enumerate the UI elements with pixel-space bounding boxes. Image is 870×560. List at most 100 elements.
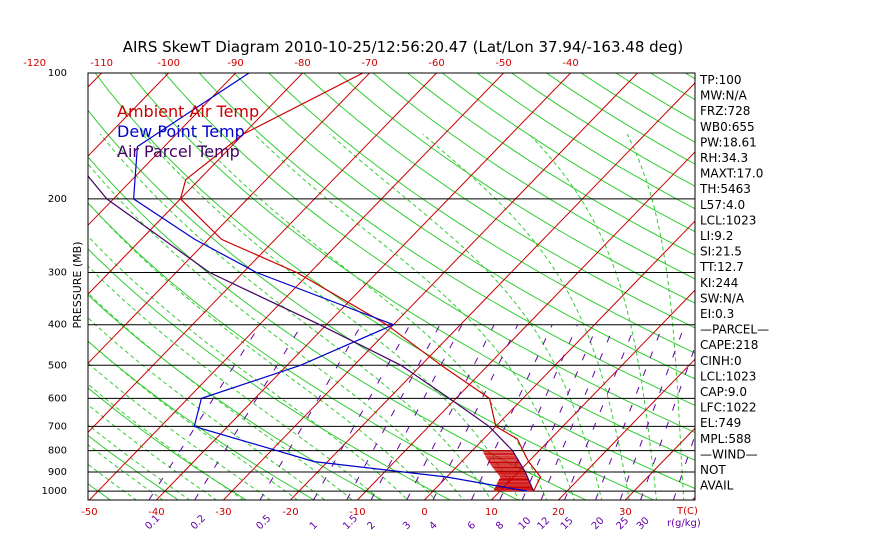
- dry-adiabat: [337, 73, 695, 304]
- moist-adiabat: [192, 133, 548, 500]
- stat-item: MAXT:17.0: [700, 167, 763, 181]
- pressure-tick: 600: [48, 393, 67, 404]
- stat-item: PW:18.61: [700, 135, 757, 149]
- moist-adiabat: [88, 444, 164, 500]
- pressure-tick: 700: [48, 421, 67, 432]
- ambient-temp-line: [179, 73, 542, 492]
- stat-item: EI:0.3: [700, 307, 734, 321]
- bottom-temp-tick: -40: [148, 507, 164, 518]
- stat-item: SI:21.5: [700, 245, 742, 259]
- mixing-ratio-tick: 3: [401, 520, 413, 532]
- bottom-temp-tick: 10: [485, 507, 498, 518]
- bottom-temp-tick: -30: [215, 507, 231, 518]
- dewpoint-line: [132, 73, 527, 492]
- bottom-temp-tick: -20: [282, 507, 298, 518]
- stat-item: FRZ:728: [700, 104, 750, 118]
- top-temp-tick: -50: [495, 58, 511, 69]
- dry-adiabat: [817, 0, 870, 508]
- stat-item: WB0:655: [700, 120, 755, 134]
- dry-adiabat: [302, 73, 695, 329]
- pressure-tick: 400: [48, 320, 67, 331]
- stat-item: LCL:1023: [700, 369, 756, 383]
- mixing-ratio-tick: 1: [308, 520, 320, 532]
- mixing-ratio-tick: 2: [365, 520, 377, 532]
- stat-item: MW:N/A: [700, 89, 748, 103]
- isotherm: [88, 73, 371, 365]
- moist-adiabat: [88, 317, 326, 500]
- bottom-temp-tick: -50: [81, 507, 97, 518]
- stat-item: TP:100: [699, 73, 742, 87]
- dry-adiabat: [668, 0, 870, 508]
- stat-item: TH:5463: [699, 182, 751, 196]
- top-temp-tick: -120: [23, 58, 46, 69]
- dry-adiabat: [476, 73, 695, 210]
- isobars: [88, 73, 695, 492]
- dry-adiabat: [441, 73, 695, 233]
- isotherm: [751, 0, 870, 508]
- soundings: [88, 73, 542, 492]
- dry-adiabat: [88, 109, 656, 500]
- pressure-tick: 1000: [42, 486, 67, 497]
- dry-adiabats: [88, 0, 870, 508]
- mixing-ratio-line: [619, 324, 686, 500]
- mixing-ratio-label: r(g/kg): [667, 518, 701, 529]
- stat-item: CINH:0: [700, 354, 742, 368]
- moist-adiabat: [329, 133, 603, 500]
- moist-adiabat: [88, 163, 465, 500]
- pressure-tick: 800: [48, 446, 67, 457]
- mixing-ratio-line: [564, 324, 636, 500]
- stat-item: LFC:1022: [700, 401, 757, 415]
- stat-item: EL:749: [700, 416, 741, 430]
- dry-adiabat: [847, 0, 870, 508]
- moist-adiabat: [88, 235, 409, 500]
- mixing-ratio-tick: 8: [494, 520, 506, 532]
- stat-item: KI:244: [700, 276, 738, 290]
- moist-adiabat: [88, 424, 191, 500]
- mixing-ratio-tick: 0.2: [189, 513, 208, 532]
- dry-adiabat: [406, 73, 695, 256]
- pressure-tick: 300: [48, 268, 67, 279]
- mixing-ratio-line: [471, 324, 553, 500]
- mixing-ratio-lines: [148, 324, 695, 500]
- bottom-temp-tick: 0: [421, 507, 427, 518]
- mixing-ratio-line: [499, 324, 578, 500]
- isotherm: [0, 0, 23, 508]
- dry-adiabat: [88, 387, 248, 500]
- stat-item: —PARCEL—: [700, 323, 769, 337]
- isotherm: [356, 151, 695, 500]
- stat-item: AVAIL: [700, 479, 734, 493]
- dry-adiabat: [372, 73, 695, 280]
- top-temp-tick: -60: [428, 58, 444, 69]
- pressure-tick: 100: [48, 68, 67, 79]
- bottom-temp-tick: -10: [349, 507, 365, 518]
- dry-adiabat: [638, 0, 870, 508]
- dry-adiabat: [268, 73, 695, 354]
- dry-adiabat: [88, 340, 316, 500]
- mixing-ratio-tick: 20: [590, 515, 607, 532]
- stat-item: RH:34.3: [700, 151, 748, 165]
- mixing-ratio-line: [370, 324, 463, 500]
- dry-adiabat: [88, 434, 180, 500]
- top-temp-tick: -40: [562, 58, 578, 69]
- moist-adiabat: [88, 362, 272, 500]
- isotherm: [88, 73, 103, 88]
- legend-entry: Dew Point Temp: [117, 122, 245, 141]
- top-temp-tick: -110: [90, 58, 113, 69]
- bottom-temp-tick: 20: [552, 507, 565, 518]
- dry-adiabat: [198, 73, 695, 406]
- pressure-tick: 200: [48, 194, 67, 205]
- pressure-tick: 900: [48, 467, 67, 478]
- mixing-ratio-tick: 0.5: [254, 513, 273, 532]
- isotherms: [0, 0, 870, 508]
- stat-item: —WIND—: [700, 447, 758, 461]
- y-axis-label: PRESSURE (MB): [71, 242, 84, 329]
- stat-item: L57:4.0: [700, 198, 745, 212]
- moist-adiabat: [765, 134, 808, 508]
- stat-item: LI:9.2: [700, 229, 733, 243]
- moist-adiabat: [88, 201, 437, 500]
- stat-item: NOT: [700, 463, 726, 477]
- top-temp-tick: -80: [294, 58, 310, 69]
- legend-entry: Air Parcel Temp: [117, 142, 240, 161]
- mixing-ratio-tick: 4: [427, 520, 439, 532]
- isotherm: [88, 73, 438, 434]
